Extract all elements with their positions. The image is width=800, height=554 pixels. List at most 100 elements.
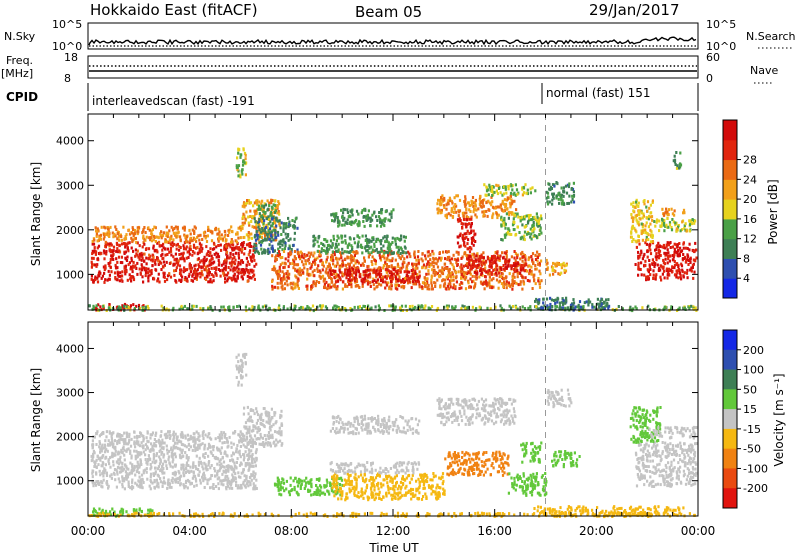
scatter-cell bbox=[282, 306, 285, 310]
scatter-cell bbox=[284, 222, 287, 226]
scatter-cell bbox=[99, 251, 102, 255]
scatter-cell bbox=[393, 267, 396, 271]
scatter-cell bbox=[465, 275, 468, 279]
scatter-cell bbox=[686, 247, 689, 250]
scatter-cell bbox=[184, 484, 187, 488]
scatter-cell bbox=[306, 272, 309, 276]
scatter-cell bbox=[604, 304, 607, 308]
scatter-cell bbox=[363, 277, 366, 281]
scatter-cell bbox=[196, 272, 199, 276]
scatter-cell bbox=[530, 269, 533, 273]
scatter-cell bbox=[273, 285, 277, 289]
scatter-cell bbox=[671, 270, 674, 273]
scatter-cell bbox=[363, 305, 367, 308]
scatter-cell bbox=[666, 217, 669, 220]
scatter-cell bbox=[239, 155, 242, 159]
scatter-cell bbox=[112, 252, 115, 256]
scatter-cell bbox=[389, 270, 392, 274]
scatter-cell bbox=[572, 181, 575, 185]
scatter-cell bbox=[282, 240, 285, 244]
scatter-cell bbox=[370, 239, 373, 243]
scatter-cell bbox=[492, 285, 495, 289]
scatter-cell bbox=[364, 234, 367, 238]
scatter-cell bbox=[468, 254, 471, 258]
power-scatter bbox=[88, 147, 698, 313]
scatter-cell bbox=[143, 242, 146, 246]
scatter-cell bbox=[236, 274, 239, 278]
scatter-cell bbox=[333, 253, 336, 257]
scatter-cell bbox=[516, 212, 519, 216]
scatter-cell bbox=[132, 278, 136, 282]
scatter-cell bbox=[454, 270, 457, 274]
scatter-cell bbox=[416, 278, 420, 282]
scatter-cell bbox=[446, 306, 449, 310]
scatter-cell bbox=[325, 280, 328, 284]
colorbar-tick-label: 20 bbox=[743, 193, 757, 206]
scatter-cell bbox=[500, 207, 503, 211]
scatter-cell bbox=[538, 217, 541, 221]
scatter-cell bbox=[211, 257, 214, 260]
scatter-cell bbox=[390, 282, 393, 286]
scatter-cell bbox=[391, 277, 394, 281]
scatter-cell bbox=[496, 251, 499, 255]
scatter-cell bbox=[469, 267, 472, 271]
scatter-cell bbox=[241, 204, 244, 208]
scatter-cell bbox=[325, 246, 329, 250]
scatter-cell bbox=[259, 243, 263, 247]
scatter-cell bbox=[451, 201, 454, 205]
scatter-cell bbox=[472, 201, 475, 205]
scatter-cell bbox=[384, 240, 387, 244]
scatter-cell bbox=[241, 241, 244, 245]
scatter-cell bbox=[154, 258, 157, 262]
scatter-cell bbox=[640, 209, 643, 213]
scatter-cell bbox=[265, 223, 268, 227]
scatter-cell bbox=[155, 248, 158, 252]
scatter-cell bbox=[196, 246, 199, 249]
scatter-cell bbox=[491, 194, 494, 197]
scatter-cell bbox=[430, 281, 433, 285]
scatter-cell bbox=[243, 270, 246, 274]
scatter-cell bbox=[466, 272, 469, 276]
scatter-cell bbox=[498, 279, 502, 283]
scatter-cell bbox=[157, 263, 160, 266]
colorbar-swatch bbox=[723, 218, 737, 240]
scatter-cell bbox=[449, 213, 452, 217]
scatter-cell bbox=[147, 226, 150, 230]
scatter-cell bbox=[350, 244, 353, 248]
scatter-cell bbox=[414, 266, 417, 270]
scatter-cell bbox=[174, 279, 177, 282]
scatter-cell bbox=[351, 269, 354, 273]
scatter-cell bbox=[363, 224, 366, 228]
scatter-cell bbox=[140, 251, 143, 255]
scatter-cell bbox=[675, 227, 678, 231]
scatter-cell bbox=[507, 281, 510, 285]
scatter-cell bbox=[254, 238, 258, 242]
scatter-cell bbox=[220, 237, 223, 241]
scatter-cell bbox=[169, 249, 172, 253]
scatter-cell bbox=[212, 275, 215, 279]
scatter-cell bbox=[463, 305, 466, 309]
scatter-cell bbox=[348, 267, 351, 271]
scatter-cell bbox=[189, 232, 192, 236]
scatter-cell bbox=[242, 241, 245, 244]
scatter-cell bbox=[379, 269, 382, 273]
scatter-cell bbox=[323, 238, 326, 241]
scatter-cell bbox=[246, 279, 249, 283]
scatter-cell bbox=[477, 207, 480, 211]
scatter-cell bbox=[671, 265, 674, 269]
scatter-cell bbox=[115, 257, 118, 261]
scatter-cell bbox=[127, 228, 130, 232]
scatter-cell bbox=[204, 268, 208, 272]
scatter-cell bbox=[176, 242, 179, 246]
y-tick-label: 3000 bbox=[56, 179, 84, 192]
scatter-cell bbox=[241, 163, 245, 167]
scatter-cell bbox=[335, 249, 338, 253]
scatter-cell bbox=[160, 261, 163, 265]
scatter-cell bbox=[138, 252, 141, 256]
scatter-cell bbox=[282, 250, 286, 253]
scatter-cell bbox=[470, 258, 473, 262]
scatter-cell bbox=[222, 262, 225, 266]
scatter-cell bbox=[236, 265, 239, 269]
scatter-cell bbox=[162, 467, 165, 470]
